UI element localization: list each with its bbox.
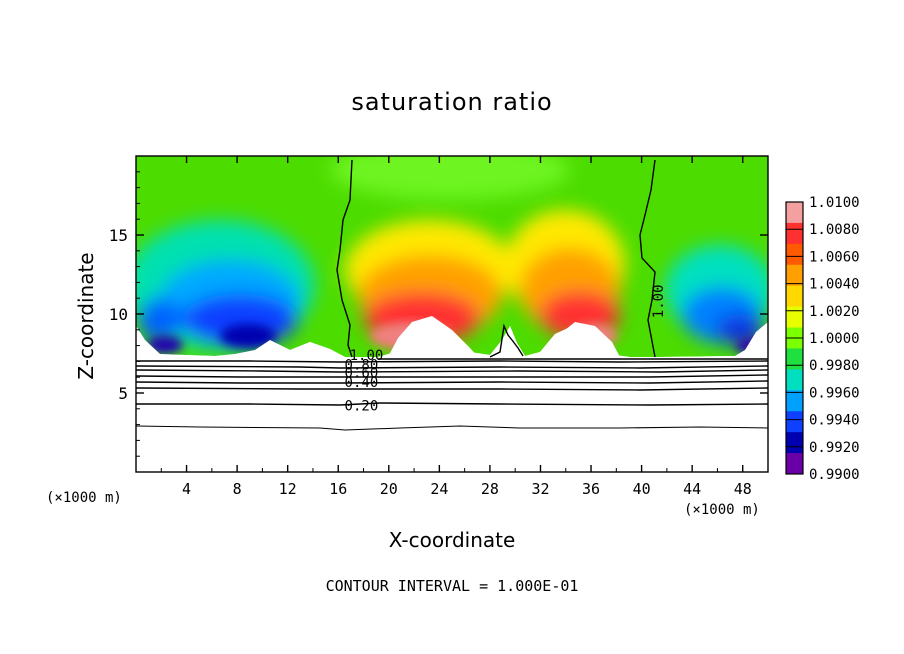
colorbar-segment: [786, 243, 803, 266]
colorbar-label: 0.9960: [809, 385, 860, 401]
colorbar-segment: [786, 306, 803, 329]
colorbar-segment: [786, 432, 803, 454]
x-tick-label: 48: [734, 480, 752, 498]
colorbar-segment: [786, 202, 803, 224]
contour-label: 0.60: [345, 365, 379, 381]
x-tick-label: 20: [380, 480, 398, 498]
y-axis-ticks: 5 10 15: [109, 171, 768, 457]
x-axis-label: X-coordinate: [388, 528, 516, 552]
x-tick-label: 12: [279, 480, 297, 498]
x-axis-ticks: 4 8 12 16 20 24 28 32 36 40 44 48: [160, 156, 752, 498]
colorbar-label: 0.9900: [809, 467, 860, 483]
colorbar-segment: [786, 411, 803, 433]
colorbar-label: 0.9920: [809, 440, 860, 456]
chart-title: saturation ratio: [351, 88, 553, 116]
x-tick-label: 32: [531, 480, 549, 498]
x-tick-label: 36: [582, 480, 600, 498]
x-tick-label: 16: [329, 480, 347, 498]
y-tick-label: 15: [109, 226, 128, 245]
contour-label: 0.80: [345, 358, 379, 374]
colorbar-label: 1.0100: [809, 195, 860, 211]
colorbar: 1.0100 1.0080 1.0060 1.0040 1.0020 1.0000 0.99…: [785, 195, 860, 483]
colorbar-segment: [786, 348, 803, 370]
x-tick-label: 40: [633, 480, 651, 498]
contour-label: 1.00: [350, 348, 384, 364]
colorbar-segment: [786, 453, 803, 475]
y-tick-label: 10: [109, 305, 128, 324]
contour-label: 0.40: [345, 375, 379, 391]
colorbar-label: 0.9980: [809, 358, 860, 374]
colorbar-segment: [786, 285, 803, 308]
colorbar-label: 1.0020: [809, 304, 860, 320]
colorbar-segment: [786, 264, 803, 287]
x-tick-label: 4: [182, 480, 191, 498]
saturation-field: [136, 156, 768, 472]
colorbar-label: 0.9940: [809, 413, 860, 429]
colorbar-segment: [786, 369, 803, 391]
x-unit-label-left: (×1000 m): [46, 490, 122, 506]
contour-label: 1.00: [651, 285, 667, 319]
colorbar-segment: [786, 390, 803, 412]
contour-labels: 1.000.800.600.400.201.00: [345, 285, 667, 415]
colorbar-label: 1.0000: [809, 331, 860, 347]
colorbar-label: 1.0060: [809, 249, 860, 265]
contour-interval-note: CONTOUR INTERVAL = 1.000E-01: [325, 577, 579, 595]
colorbar-label: 1.0040: [809, 277, 860, 293]
x-tick-label: 44: [683, 480, 701, 498]
contour-lines: [135, 159, 769, 431]
x-unit-label-right: (×1000 m): [684, 502, 760, 518]
x-tick-label: 8: [233, 480, 242, 498]
contour-label: 0.20: [345, 399, 379, 415]
colorbar-label: 1.0080: [809, 222, 860, 238]
x-tick-label: 28: [481, 480, 499, 498]
y-tick-label: 5: [118, 384, 128, 403]
x-tick-label: 24: [430, 480, 448, 498]
colorbar-segment: [786, 222, 803, 245]
